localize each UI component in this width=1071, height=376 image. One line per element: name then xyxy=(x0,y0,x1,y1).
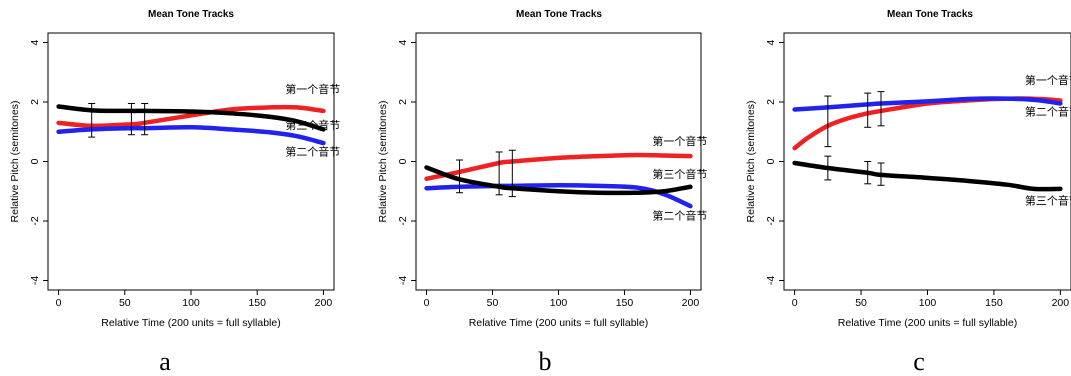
error-bar xyxy=(141,102,149,136)
series-label: 第一个音节 xyxy=(1025,73,1071,87)
x-tick-label: 0 xyxy=(792,297,798,309)
error-bar xyxy=(127,102,135,136)
y-axis-label: Relative Pitch (semitones) xyxy=(9,101,21,223)
x-axis-label: Relative Time (200 units = full syllable… xyxy=(469,317,648,329)
series-line-3 xyxy=(56,104,326,132)
x-tick-label: 200 xyxy=(682,297,700,309)
panel-letter: a xyxy=(159,347,171,376)
series-label: 第一个音节 xyxy=(652,134,707,148)
series-line-1 xyxy=(424,152,693,181)
y-tick-label: 4 xyxy=(29,39,41,45)
series-label: 第三个音节 xyxy=(1025,194,1071,208)
y-tick-label: 4 xyxy=(397,39,409,45)
y-tick-label: -4 xyxy=(765,276,777,285)
y-tick-label: -2 xyxy=(397,216,409,225)
series-label: 第二个音节 xyxy=(285,145,340,159)
x-tick-label: 150 xyxy=(616,297,634,309)
error-bar xyxy=(508,149,516,198)
y-tick-label: -2 xyxy=(29,216,41,225)
series-line-3 xyxy=(424,165,693,196)
error-bar xyxy=(824,155,832,181)
x-tick-label: 0 xyxy=(56,297,62,309)
series-line-2 xyxy=(424,183,693,209)
series-line-3 xyxy=(792,160,1063,192)
x-tick-label: 100 xyxy=(550,297,568,309)
chart-title: Mean Tone Tracks xyxy=(887,9,973,20)
chart-panel-c: Mean Tone Tracks 0 50 100 150 200 -4 -2 0 2 4 Relat… xyxy=(745,9,1071,376)
plot-frame xyxy=(415,32,702,291)
chart-panel-b: Mean Tone Tracks 0 50 100 150 200 -4 -2 0 2 4 Relat… xyxy=(377,9,707,376)
x-tick-label: 50 xyxy=(487,297,499,309)
x-tick-label: 0 xyxy=(424,297,430,309)
error-bar xyxy=(88,102,96,138)
chart-title: Mean Tone Tracks xyxy=(148,9,234,20)
x-tick-label: 100 xyxy=(182,297,200,309)
series-label: 第三个音节 xyxy=(652,167,707,181)
error-bar xyxy=(877,91,885,127)
series-label: 第三个音节 xyxy=(285,118,340,132)
y-tick-label: 2 xyxy=(397,99,409,105)
series-line-2 xyxy=(56,125,326,146)
panel-letter: c xyxy=(913,347,925,376)
error-bar xyxy=(864,92,872,128)
series-label: 第二个音节 xyxy=(652,209,707,223)
y-tick-label: 4 xyxy=(765,39,777,45)
y-axis-label: Relative Pitch (semitones) xyxy=(745,101,757,223)
chart-panel-a: Mean Tone Tracks 0 50 100 150 200 -4 -2 0 2 4 Relat… xyxy=(9,9,340,376)
x-axis-label: Relative Time (200 units = full syllable… xyxy=(838,317,1017,329)
y-axis-label: Relative Pitch (semitones) xyxy=(377,101,389,223)
plot-frame xyxy=(783,32,1071,291)
x-tick-label: 50 xyxy=(119,297,131,309)
series-label: 第一个音节 xyxy=(285,82,340,96)
y-tick-label: 0 xyxy=(397,158,409,164)
y-tick-label: 0 xyxy=(765,158,777,164)
y-tick-label: -2 xyxy=(765,216,777,225)
y-tick-label: -4 xyxy=(397,276,409,285)
y-tick-label: 2 xyxy=(29,99,41,105)
x-tick-label: 150 xyxy=(248,297,266,309)
x-tick-label: 100 xyxy=(919,297,937,309)
x-tick-label: 50 xyxy=(855,297,867,309)
x-tick-label: 200 xyxy=(315,297,333,309)
series-line-1 xyxy=(56,104,326,129)
panel-letter: b xyxy=(539,347,552,376)
x-axis-label: Relative Time (200 units = full syllable… xyxy=(101,317,280,329)
error-bar xyxy=(824,95,832,148)
plot-frame xyxy=(47,32,335,291)
y-tick-label: -4 xyxy=(29,276,41,285)
series-label: 第二个音节 xyxy=(1025,104,1071,118)
chart-title: Mean Tone Tracks xyxy=(516,9,602,20)
error-bar xyxy=(456,159,464,194)
x-tick-label: 200 xyxy=(1052,297,1070,309)
error-bar xyxy=(877,162,885,186)
y-tick-label: 0 xyxy=(29,158,41,164)
series-line-2 xyxy=(792,96,1063,112)
error-bar xyxy=(495,151,503,196)
error-bar xyxy=(864,161,872,185)
x-tick-label: 150 xyxy=(985,297,1003,309)
y-tick-label: 2 xyxy=(765,99,777,105)
